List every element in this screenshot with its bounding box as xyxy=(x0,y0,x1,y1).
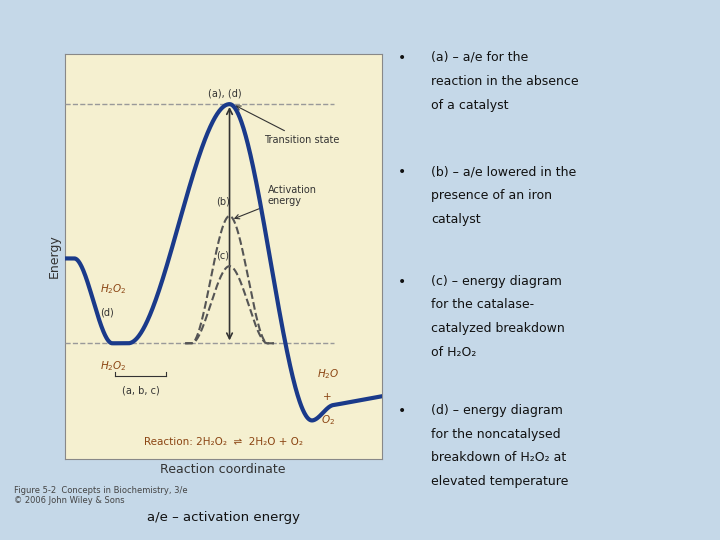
Text: (a, b, c): (a, b, c) xyxy=(122,386,160,396)
X-axis label: Reaction coordinate: Reaction coordinate xyxy=(161,463,286,476)
Text: (b) – a/e lowered in the: (b) – a/e lowered in the xyxy=(431,165,576,178)
Text: for the catalase-: for the catalase- xyxy=(431,299,534,312)
Text: a/e – activation energy: a/e – activation energy xyxy=(147,511,300,524)
Text: (d) – energy diagram: (d) – energy diagram xyxy=(431,404,563,417)
Text: Activation
energy: Activation energy xyxy=(235,185,317,219)
Y-axis label: Energy: Energy xyxy=(48,234,60,279)
Text: Transition state: Transition state xyxy=(236,106,340,145)
Text: $H_2O$: $H_2O$ xyxy=(317,367,339,381)
Text: reaction in the absence: reaction in the absence xyxy=(431,75,579,88)
Text: elevated temperature: elevated temperature xyxy=(431,475,568,488)
Text: catalyst: catalyst xyxy=(431,213,480,226)
Text: of H₂O₂: of H₂O₂ xyxy=(431,346,477,359)
Text: $H_2O_2$: $H_2O_2$ xyxy=(99,282,127,296)
Text: (a), (d): (a), (d) xyxy=(208,89,242,98)
Text: of a catalyst: of a catalyst xyxy=(431,99,508,112)
Text: (b): (b) xyxy=(216,197,230,206)
Text: (a) – a/e for the: (a) – a/e for the xyxy=(431,51,528,64)
Text: presence of an iron: presence of an iron xyxy=(431,189,552,202)
Text: $O_2$: $O_2$ xyxy=(320,414,335,427)
Text: Figure 5-2  Concepts in Biochemistry, 3/e
© 2006 John Wiley & Sons: Figure 5-2 Concepts in Biochemistry, 3/e… xyxy=(14,486,188,505)
Text: •: • xyxy=(397,51,406,65)
Text: •: • xyxy=(397,274,406,288)
Text: breakdown of H₂O₂ at: breakdown of H₂O₂ at xyxy=(431,451,566,464)
Text: Reaction: 2H₂O₂  ⇌  2H₂O + O₂: Reaction: 2H₂O₂ ⇌ 2H₂O + O₂ xyxy=(144,437,302,447)
Text: catalyzed breakdown: catalyzed breakdown xyxy=(431,322,564,335)
Text: +: + xyxy=(323,392,332,402)
Text: (d): (d) xyxy=(99,307,113,318)
Text: (c) – energy diagram: (c) – energy diagram xyxy=(431,274,562,287)
Text: (c): (c) xyxy=(217,251,230,260)
Text: for the noncatalysed: for the noncatalysed xyxy=(431,428,561,441)
Text: •: • xyxy=(397,404,406,418)
Text: •: • xyxy=(397,165,406,179)
Text: $H_2O_2$: $H_2O_2$ xyxy=(99,360,127,373)
